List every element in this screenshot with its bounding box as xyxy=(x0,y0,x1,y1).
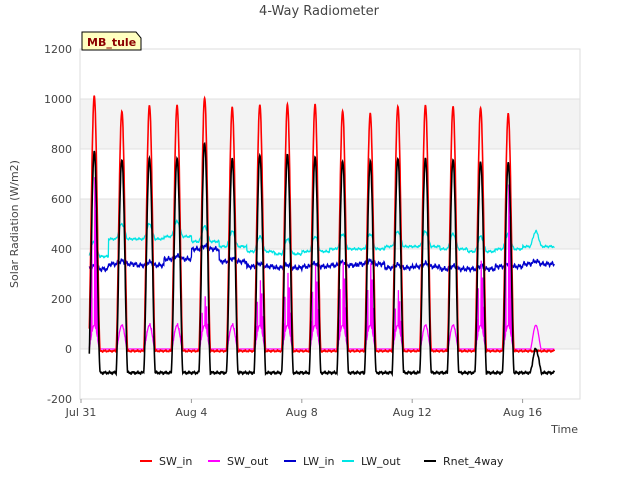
y-tick-label: 400 xyxy=(51,243,72,256)
series-layer xyxy=(88,95,556,378)
series-line-rnet-4way xyxy=(88,141,556,378)
band-400 xyxy=(80,199,580,249)
y-tick-label: -200 xyxy=(47,393,72,406)
legend: SW_in SW_out LW_in LW_out Rnet_4way xyxy=(140,455,504,468)
y-axis-title: Solar Radiation (W/m2) xyxy=(8,160,21,288)
legend-label-sw-out: SW_out xyxy=(227,455,269,468)
y-axis-ticks: -200 0 200 400 600 800 1000 1200 xyxy=(44,43,72,406)
legend-label-lw-in: LW_in xyxy=(303,455,335,468)
x-tick-label: Aug 12 xyxy=(393,406,432,419)
legend-label-lw-out: LW_out xyxy=(361,455,401,468)
y-tick-label: 800 xyxy=(51,143,72,156)
x-axis-title: Time xyxy=(550,423,578,436)
y-tick-label: 0 xyxy=(65,343,72,356)
band-800 xyxy=(80,99,580,149)
x-axis-ticks: Jul 31 Aug 4 Aug 8 Aug 12 Aug 16 xyxy=(65,399,542,419)
x-tick-label: Jul 31 xyxy=(65,406,97,419)
band-0 xyxy=(80,299,580,349)
x-tick-label: Aug 16 xyxy=(503,406,542,419)
legend-label-sw-in: SW_in xyxy=(159,455,192,468)
site-badge: MB_tule xyxy=(81,31,142,51)
x-tick-label: Aug 8 xyxy=(286,406,318,419)
y-tick-label: 600 xyxy=(51,193,72,206)
legend-label-rnet-4way: Rnet_4way xyxy=(443,455,504,468)
plot-area-border xyxy=(79,48,581,400)
y-tick-label: 1200 xyxy=(44,43,72,56)
site-badge-label: MB_tule xyxy=(87,36,136,49)
background-bands xyxy=(80,99,580,349)
site-badge-box xyxy=(81,31,142,51)
chart-title: 4-Way Radiometer xyxy=(259,4,380,19)
x-tick-label: Aug 4 xyxy=(175,406,207,419)
y-tick-label: 200 xyxy=(51,293,72,306)
y-tick-label: 1000 xyxy=(44,93,72,106)
